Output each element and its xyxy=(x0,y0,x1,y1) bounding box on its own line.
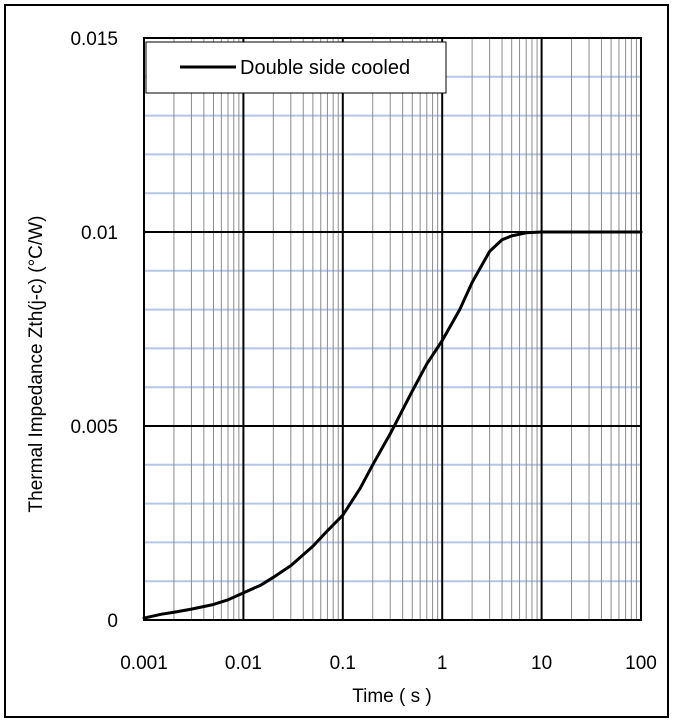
x-tick-label: 1 xyxy=(437,653,448,674)
x-tick-label: 100 xyxy=(625,653,657,674)
y-tick-label: 0.005 xyxy=(70,417,118,438)
x-tick-label: 10 xyxy=(531,653,552,674)
x-axis-label: Time ( s ) xyxy=(352,686,432,707)
series-line xyxy=(142,230,643,620)
x-tick-labels: 0.001 0.01 0.1 1 10 100 xyxy=(120,653,657,674)
series-layer xyxy=(142,230,643,620)
y-axis-label: Thermal Impedance Zth(j-c) (°C/W) xyxy=(26,216,47,513)
x-tick-label: 0.001 xyxy=(120,653,168,674)
legend: Double side cooled xyxy=(145,41,447,94)
y-tick-label: 0 xyxy=(107,611,118,632)
x-tick-label: 0.01 xyxy=(225,653,262,674)
y-tick-labels: 0 0.005 0.01 0.015 xyxy=(70,29,118,632)
y-tick-label: 0.015 xyxy=(70,29,118,50)
plot-area xyxy=(144,38,641,620)
plot-border xyxy=(143,37,642,621)
x-tick-label: 0.1 xyxy=(330,653,356,674)
y-tick-label: 0.01 xyxy=(81,223,118,244)
chart-border xyxy=(4,4,669,718)
legend-label: Double side cooled xyxy=(240,57,410,79)
x-minor-gridlines xyxy=(173,38,637,620)
